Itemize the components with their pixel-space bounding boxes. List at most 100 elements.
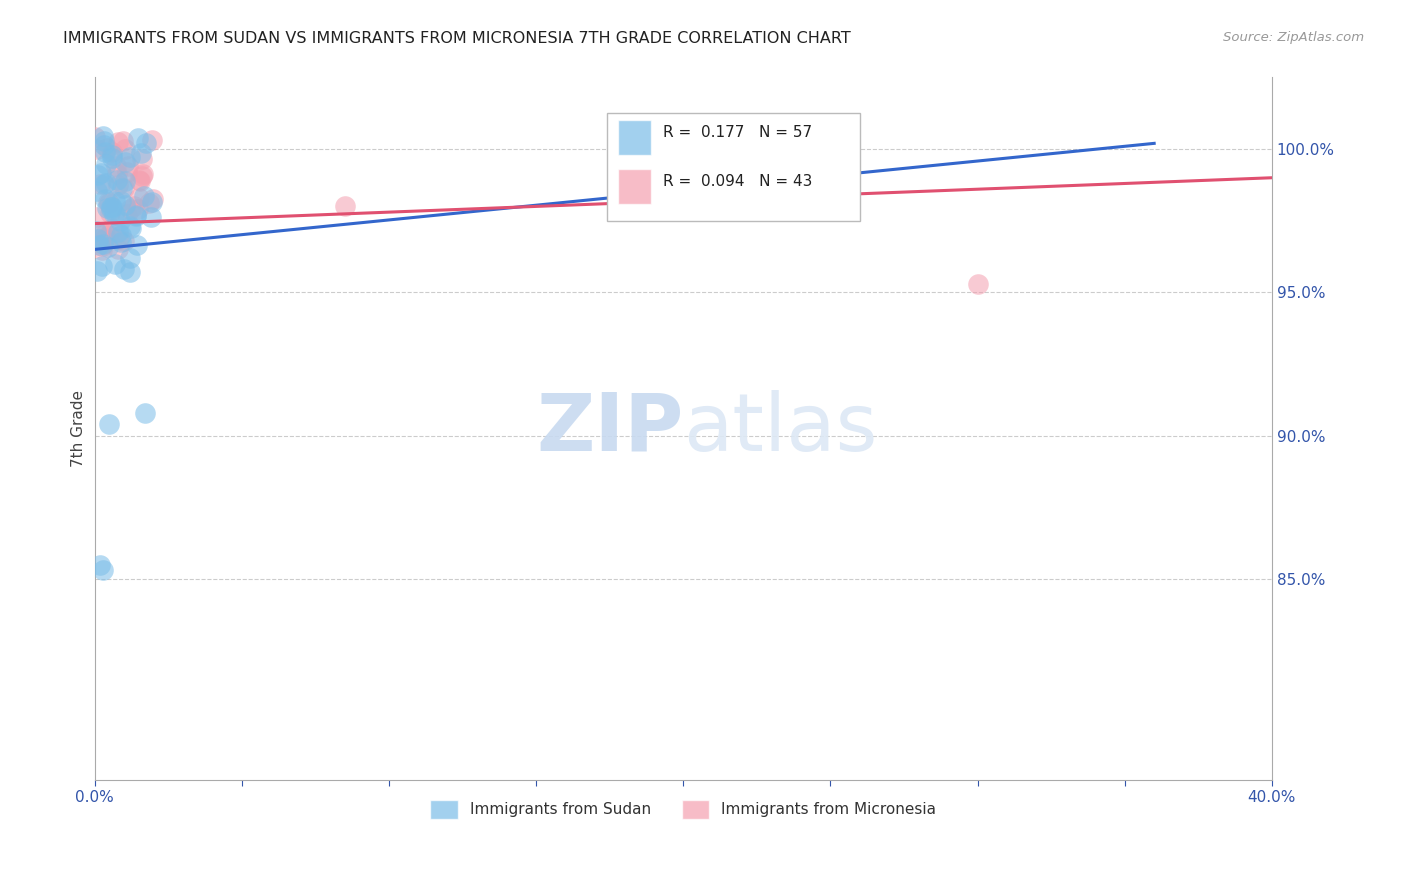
Point: [141, 195, 163, 210]
Point: [141, 133, 163, 147]
Point: [91, 243, 114, 257]
Point: [87, 238, 110, 252]
Point: [128, 174, 150, 188]
Point: [103, 207, 125, 221]
Point: [125, 208, 148, 222]
Text: atlas: atlas: [683, 390, 877, 467]
Point: [135, 136, 157, 150]
Point: [86, 185, 108, 199]
Point: [115, 207, 138, 221]
Point: [114, 174, 136, 188]
Point: [112, 134, 135, 148]
Point: [117, 159, 139, 173]
Text: ZIP: ZIP: [536, 390, 683, 467]
Point: [107, 178, 129, 193]
Point: [132, 167, 155, 181]
Point: [122, 199, 145, 213]
Point: [107, 225, 129, 239]
Point: [108, 214, 131, 228]
Point: [110, 181, 132, 195]
Point: [94, 176, 117, 190]
Point: [333, 199, 356, 213]
Point: [100, 202, 122, 216]
Point: [134, 406, 156, 420]
Point: [118, 219, 141, 234]
Point: [105, 160, 128, 174]
Bar: [619, 169, 651, 204]
Point: [115, 165, 138, 179]
Point: [97, 196, 120, 211]
Point: [86, 263, 108, 277]
Y-axis label: 7th Grade: 7th Grade: [72, 390, 86, 467]
Point: [98, 417, 121, 432]
Point: [110, 194, 132, 208]
Point: [93, 563, 115, 577]
Point: [89, 177, 111, 191]
Point: [107, 231, 129, 245]
Point: [105, 173, 128, 187]
Point: [96, 140, 118, 154]
Point: [112, 262, 135, 277]
Point: [94, 145, 117, 159]
Point: [97, 194, 120, 209]
Point: [107, 243, 129, 257]
Point: [94, 192, 117, 206]
Point: [110, 227, 132, 242]
Point: [93, 138, 115, 153]
Point: [90, 166, 112, 180]
Point: [96, 157, 118, 171]
Point: [966, 277, 988, 291]
Point: [93, 134, 115, 148]
Point: [120, 265, 142, 279]
Point: [98, 228, 121, 243]
Text: IMMIGRANTS FROM SUDAN VS IMMIGRANTS FROM MICRONESIA 7TH GRADE CORRELATION CHART: IMMIGRANTS FROM SUDAN VS IMMIGRANTS FROM…: [63, 31, 851, 46]
Point: [138, 196, 160, 211]
Legend: Immigrants from Sudan, Immigrants from Micronesia: Immigrants from Sudan, Immigrants from M…: [425, 794, 942, 824]
Point: [94, 227, 117, 241]
Point: [91, 239, 114, 253]
Point: [87, 168, 110, 182]
Point: [93, 236, 115, 251]
Point: [107, 135, 129, 149]
Point: [86, 210, 108, 224]
Point: [118, 150, 141, 164]
Point: [129, 146, 152, 161]
Point: [89, 558, 111, 572]
Point: [100, 147, 122, 161]
Point: [114, 142, 136, 156]
Point: [142, 192, 165, 206]
Point: [101, 221, 124, 235]
Point: [91, 129, 114, 144]
Point: [114, 155, 136, 169]
Point: [86, 142, 108, 156]
Point: [101, 145, 124, 159]
Point: [96, 201, 118, 215]
Point: [118, 202, 141, 216]
Text: R =  0.094   N = 43: R = 0.094 N = 43: [664, 174, 813, 189]
Point: [100, 200, 122, 214]
Point: [131, 169, 153, 183]
Point: [127, 238, 149, 252]
Point: [127, 130, 149, 145]
Point: [125, 209, 148, 223]
Point: [84, 130, 107, 145]
Point: [104, 194, 127, 208]
Point: [112, 181, 135, 195]
Point: [87, 232, 110, 246]
Point: [114, 198, 136, 212]
Point: [97, 240, 120, 254]
Point: [110, 235, 132, 249]
Point: [84, 223, 107, 237]
Point: [93, 230, 115, 244]
Text: R =  0.177   N = 57: R = 0.177 N = 57: [664, 125, 813, 140]
Point: [93, 225, 115, 239]
Point: [118, 251, 141, 265]
Point: [127, 202, 149, 216]
Text: Source: ZipAtlas.com: Source: ZipAtlas.com: [1223, 31, 1364, 45]
FancyBboxPatch shape: [607, 112, 860, 221]
Point: [131, 152, 153, 166]
Point: [132, 189, 155, 203]
Point: [120, 220, 142, 235]
Point: [105, 167, 128, 181]
Point: [104, 257, 127, 271]
